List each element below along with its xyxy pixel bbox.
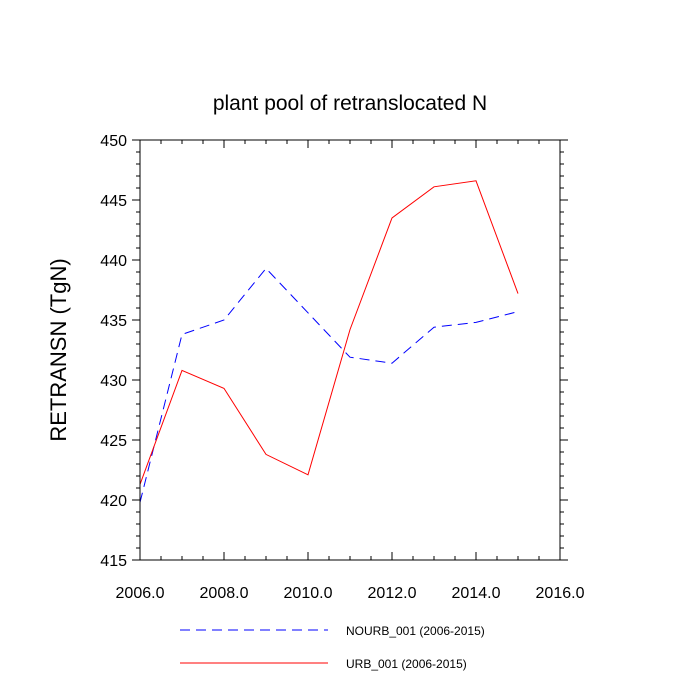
- y-tick-label: 415: [100, 553, 127, 570]
- y-tick-labels: 415 420 425 430 435 440 445 450: [100, 133, 127, 570]
- x-tick-label: 2016.0: [536, 585, 585, 602]
- x-tick-label: 2006.0: [116, 585, 165, 602]
- minor-ticks: [136, 140, 564, 560]
- x-tick-label: 2014.0: [452, 585, 501, 602]
- y-tick-label: 435: [100, 313, 127, 330]
- x-tick-label: 2012.0: [368, 585, 417, 602]
- y-tick-label: 425: [100, 433, 127, 450]
- major-ticks: [132, 139, 568, 561]
- legend: NOURB_001 (2006-2015) URB_001 (2006-2015): [180, 624, 485, 671]
- chart-title: plant pool of retranslocated N: [213, 92, 487, 115]
- x-tick-label: 2008.0: [200, 585, 249, 602]
- legend-label: URB_001 (2006-2015): [346, 657, 467, 671]
- y-tick-label: 450: [100, 133, 127, 150]
- series-line-urb-001: [139, 180, 519, 485]
- y-tick-label: 440: [100, 253, 127, 270]
- series-line-nourb-001: [139, 267, 519, 503]
- plot-frame: [139, 139, 561, 561]
- x-tick-label: 2010.0: [284, 585, 333, 602]
- y-axis-label: RETRANSN (TgN): [46, 258, 71, 441]
- y-tick-label: 445: [100, 193, 127, 210]
- x-tick-labels: 2006.0 2008.0 2010.0 2012.0 2014.0 2016.0: [116, 585, 585, 602]
- legend-label: NOURB_001 (2006-2015): [346, 624, 485, 638]
- series-lines: [139, 180, 519, 503]
- y-tick-label: 420: [100, 493, 127, 510]
- y-tick-label: 430: [100, 373, 127, 390]
